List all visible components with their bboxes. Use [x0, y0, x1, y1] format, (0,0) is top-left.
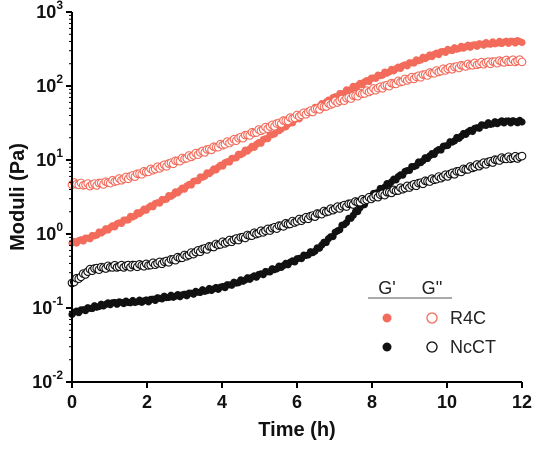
legend: G' G'' R4C NcCT	[368, 278, 496, 357]
x-tick-label: 6	[292, 392, 302, 412]
y-axis-ticks: 10-2 10-1 100 101 102 103	[32, 0, 72, 392]
data-point	[517, 151, 527, 161]
legend-marker-open	[426, 312, 438, 324]
x-tick-label: 0	[67, 392, 77, 412]
y-axis-title: Moduli (Pa)	[7, 143, 29, 251]
data-marks	[67, 36, 527, 319]
x-tick-label: 10	[437, 392, 457, 412]
y-tick-label: 10-2	[32, 368, 63, 392]
y-tick-label: 101	[36, 146, 63, 170]
legend-marker-open	[426, 341, 438, 353]
data-point	[517, 57, 527, 67]
x-tick-label: 8	[367, 392, 377, 412]
series-ncct-g-double-prime	[67, 151, 527, 288]
x-tick-label: 12	[512, 392, 532, 412]
legend-marker-filled	[382, 313, 392, 323]
data-point	[518, 38, 526, 47]
series-r4c-g-double-prime	[67, 55, 527, 191]
x-tick-label: 4	[217, 392, 227, 412]
y-tick-label: 100	[36, 220, 63, 244]
y-tick-label: 102	[36, 72, 63, 96]
legend-label-r4c: R4C	[450, 308, 486, 328]
y-tick-label: 103	[36, 0, 63, 22]
series-ncct-g-prime	[68, 116, 526, 319]
legend-label-ncct: NcCT	[450, 337, 496, 357]
legend-header-g-prime: G'	[378, 278, 395, 298]
legend-marker-filled	[382, 342, 392, 352]
x-axis-ticks: 0 2 4 6 8 10 12	[67, 382, 532, 412]
x-tick-label: 2	[142, 392, 152, 412]
axes: 0 2 4 6 8 10 12 10-2 10-1 100 101 102 103	[32, 0, 532, 412]
data-point	[518, 118, 526, 126]
y-tick-label: 10-1	[32, 294, 63, 318]
x-axis-title: Time (h)	[258, 419, 335, 441]
legend-header-g-double-prime: G''	[422, 278, 443, 298]
